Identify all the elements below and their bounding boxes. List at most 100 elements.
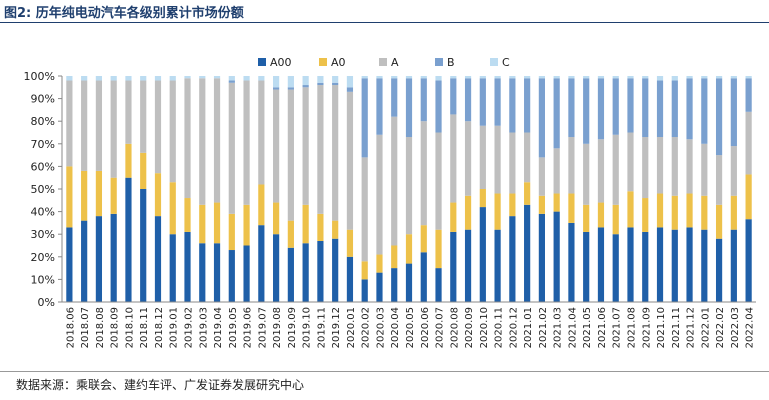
- y-tick-label: 80%: [31, 115, 55, 128]
- bar-segment-a00: [199, 243, 206, 302]
- y-axis: 0% 10% 20% 30% 40% 50% 60% 70% 80% 90% 100%: [24, 70, 63, 309]
- bar-segment-b: [479, 78, 486, 126]
- bar-segment-c: [745, 76, 752, 79]
- bar-stack: [627, 76, 634, 302]
- bar-segment-b: [627, 78, 634, 133]
- bar-segment-c: [464, 76, 472, 79]
- title-bar: 图2: 历年纯电动汽车各级别累计市场份额: [0, 0, 769, 23]
- bar-segment-c: [361, 76, 368, 79]
- x-tick-label: 2020.08: [449, 307, 460, 348]
- bar-segment-a: [110, 80, 117, 178]
- legend-swatch-c: [490, 58, 498, 66]
- bar-segment-a00: [95, 216, 103, 302]
- bar-segment-a00: [66, 227, 73, 302]
- bar-segment-a0: [671, 195, 678, 230]
- bar-stack: [66, 76, 73, 302]
- bar-stack: [361, 76, 368, 302]
- bar-segment-a0: [509, 193, 516, 217]
- bar-segment-a: [420, 121, 427, 226]
- bar-segment-b: [302, 85, 309, 88]
- x-tick-label: 2020.04: [390, 307, 401, 348]
- bar-segment-a: [524, 132, 531, 183]
- x-tick-label: 2019.09: [287, 307, 298, 348]
- bar-segment-a0: [627, 191, 634, 228]
- bar-segment-a0: [538, 195, 545, 214]
- bar-segment-a: [361, 157, 368, 262]
- x-axis: 2018.06 2018.07 2018.08 2018.09 2018.10 2018.…: [62, 301, 756, 348]
- bar-segment-a00: [656, 227, 664, 302]
- bar-segment-c: [213, 76, 221, 79]
- bar-segment-c: [671, 76, 678, 81]
- bar-segment-a00: [273, 234, 280, 302]
- y-tick-label: 10%: [31, 273, 55, 286]
- bar-segment-b: [509, 78, 516, 133]
- bar-segment-c: [597, 76, 605, 79]
- bar-segment-c: [66, 76, 73, 81]
- x-tick-label: 2021.04: [567, 307, 578, 348]
- bar-segment-c: [494, 76, 501, 79]
- bar-segment-c: [332, 76, 339, 83]
- bar-segment-a: [154, 80, 162, 174]
- bar-segment-b: [671, 80, 678, 138]
- bar-segment-b: [361, 78, 368, 158]
- x-tick-label: 2020.11: [494, 307, 505, 348]
- bar-segment-b: [228, 80, 235, 83]
- bar-segment-c: [509, 76, 516, 79]
- bar-segment-c: [435, 76, 442, 81]
- x-tick-label: 2019.07: [257, 307, 268, 348]
- x-tick-label: 2022.03: [730, 307, 741, 348]
- legend-label-a00: A00: [270, 56, 292, 69]
- bar-segment-a0: [287, 220, 294, 248]
- x-tick-label: 2019.11: [316, 307, 327, 348]
- bar-segment-b: [583, 78, 590, 144]
- bar-segment-a00: [361, 279, 368, 302]
- bar-segment-a0: [332, 220, 339, 239]
- x-tick-label: 2019.10: [302, 307, 313, 348]
- bar-stack: [642, 76, 649, 302]
- bar-segment-c: [287, 76, 294, 88]
- x-tick-label: 2021.08: [626, 307, 637, 348]
- y-tick-label: 60%: [31, 160, 55, 173]
- bar-segment-c: [568, 76, 575, 79]
- bar-segment-a00: [597, 227, 605, 302]
- bar-segment-a00: [81, 220, 88, 302]
- bar-segment-c: [95, 76, 103, 81]
- bar-segment-a0: [597, 202, 605, 228]
- bar-segment-a: [95, 80, 103, 171]
- bar-stack: [435, 76, 442, 302]
- bar-segment-b: [612, 78, 619, 135]
- bar-segment-a0: [612, 204, 619, 235]
- bar-segment-c: [317, 76, 324, 83]
- bar-segment-a00: [169, 234, 176, 302]
- bar-segment-c: [110, 76, 117, 81]
- bar-segment-a00: [701, 229, 708, 302]
- x-tick-label: 2020.05: [405, 307, 416, 348]
- bar-segment-a00: [154, 216, 162, 302]
- bar-segment-b: [376, 78, 383, 135]
- bar-segment-a: [81, 80, 88, 171]
- bar-segment-a00: [568, 222, 575, 302]
- bar-segment-a: [730, 146, 737, 196]
- x-tick-label: 2018.08: [95, 307, 106, 348]
- divider: [0, 371, 769, 372]
- bar-segment-b: [346, 87, 354, 92]
- legend-label-c: C: [502, 56, 510, 69]
- bar-segment-a: [450, 114, 457, 203]
- bar-segment-a0: [213, 202, 221, 244]
- bar-segment-c: [701, 76, 708, 79]
- bar-segment-c: [524, 76, 531, 79]
- bar-stack: [317, 76, 324, 302]
- bar-stack: [479, 76, 486, 302]
- bar-segment-a: [627, 132, 634, 192]
- x-tick-label: 2022.02: [715, 307, 726, 348]
- x-tick-label: 2019.03: [198, 307, 209, 348]
- x-tick-label: 2019.12: [331, 307, 342, 348]
- x-tick-label: 2019.02: [184, 307, 195, 348]
- bar-segment-a: [479, 125, 486, 189]
- bar-segment-a00: [213, 243, 221, 302]
- x-tick-label: 2021.02: [538, 307, 549, 348]
- legend-label-a: A: [391, 56, 399, 69]
- x-tick-label: 2018.07: [80, 307, 91, 348]
- x-tick-label: 2021.07: [612, 307, 623, 348]
- x-tick-label: 2018.09: [110, 307, 121, 348]
